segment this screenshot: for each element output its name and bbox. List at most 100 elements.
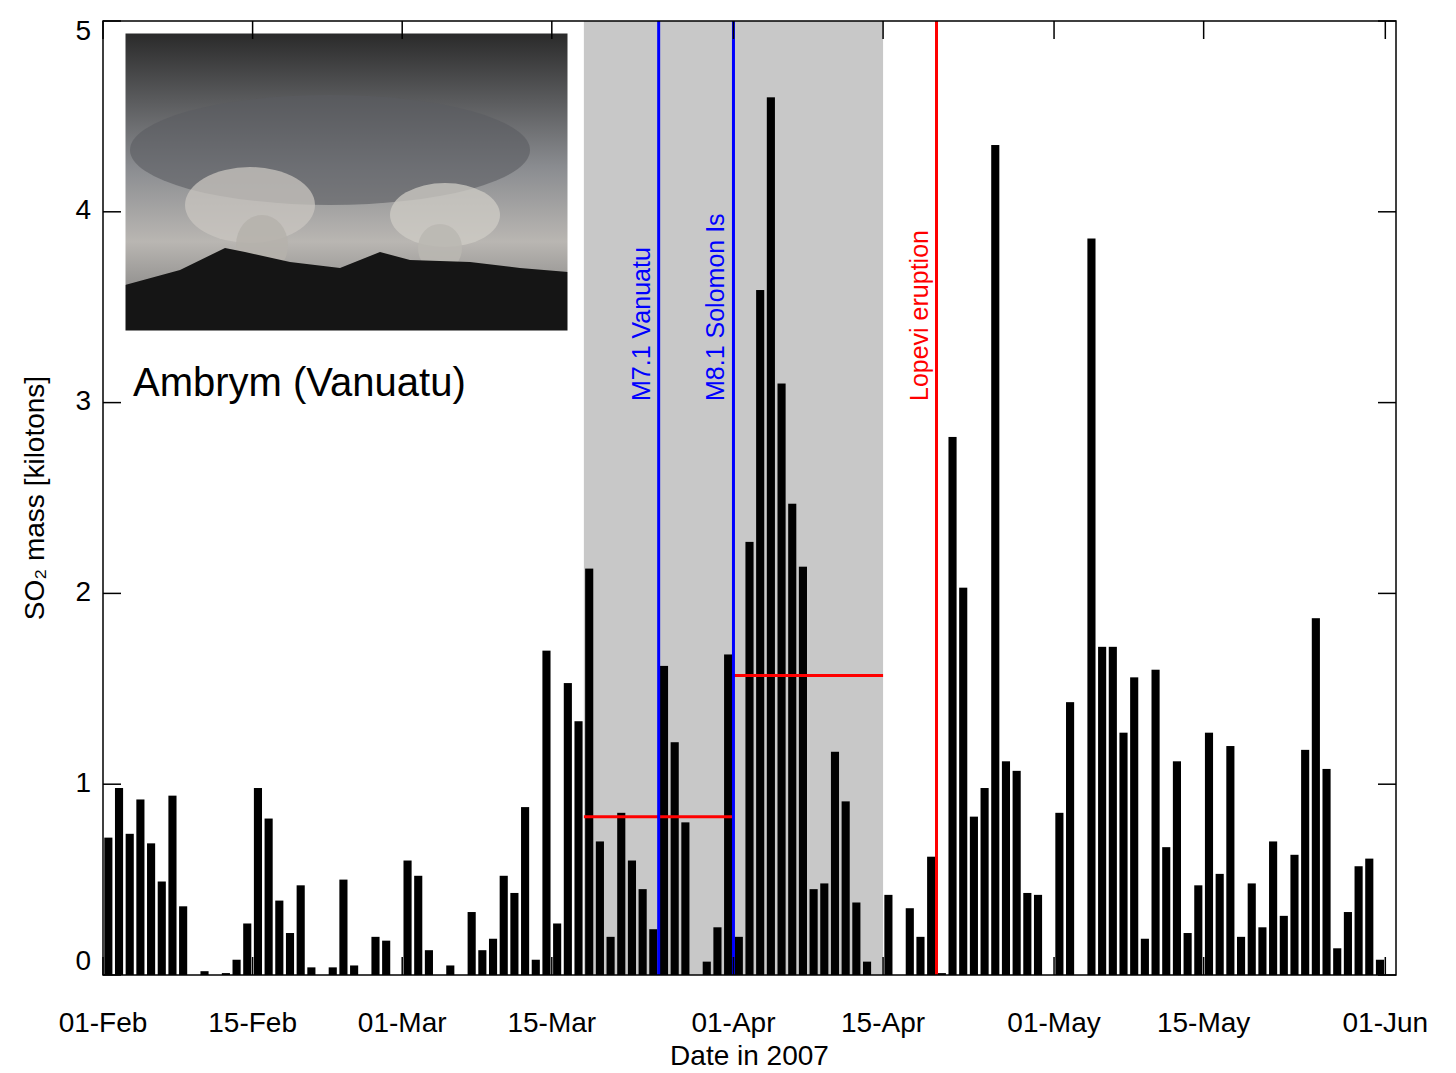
bar (1258, 927, 1266, 975)
bar (1355, 866, 1363, 975)
y-tick-label: 4 (75, 194, 91, 225)
bar (1098, 647, 1106, 975)
x-tick (551, 21, 553, 39)
y-tick (103, 593, 121, 595)
x-tick-label: 15-Mar (507, 1007, 596, 1038)
bar (275, 901, 283, 975)
event-label: M8.1 Solomon Is (701, 213, 729, 401)
bar (1333, 948, 1341, 975)
bar (126, 834, 134, 975)
bar (703, 962, 711, 975)
y-tick-label: 2 (75, 576, 91, 607)
x-tick (252, 957, 254, 975)
inset-label: Ambrym (Vanuatu) (133, 360, 466, 404)
x-tick (1053, 21, 1055, 39)
x-tick (551, 957, 553, 975)
y-axis-title: SO₂ mass [kilotons] (19, 376, 50, 620)
bar (788, 504, 796, 975)
bar (382, 941, 390, 975)
bar (254, 788, 262, 975)
bar (1216, 874, 1224, 975)
bar (810, 889, 818, 975)
bar (1248, 883, 1256, 975)
x-tick-label: 01-May (1007, 1007, 1100, 1038)
bar (136, 799, 144, 975)
bar (948, 437, 956, 975)
y-tick (1378, 20, 1396, 22)
event-label: Lopevi eruption (905, 230, 933, 401)
bar (596, 841, 604, 975)
bar (1237, 937, 1245, 975)
bar (1087, 239, 1095, 975)
bar (713, 927, 721, 975)
bar (297, 885, 305, 975)
x-tick (733, 957, 735, 975)
x-tick-label: 01-Feb (59, 1007, 148, 1038)
y-tick (103, 211, 121, 213)
bar (233, 960, 241, 975)
bar (1194, 885, 1202, 975)
bar (724, 654, 732, 975)
bar (414, 876, 422, 975)
x-tick (401, 21, 403, 39)
bar (1119, 733, 1127, 975)
bar (607, 937, 615, 975)
bar (745, 542, 753, 975)
bar (371, 937, 379, 975)
bar (863, 962, 871, 975)
bar (446, 965, 454, 975)
event-line (935, 21, 938, 975)
bar (403, 861, 411, 975)
bar (660, 666, 668, 975)
bar (628, 861, 636, 975)
bar (286, 933, 294, 975)
plot-area (104, 21, 1384, 975)
bar (478, 950, 486, 975)
bar (104, 838, 112, 975)
bar (147, 843, 155, 975)
bar (970, 817, 978, 975)
bar (681, 822, 689, 975)
bar (542, 651, 550, 975)
bar (777, 384, 785, 975)
y-tick-label: 0 (75, 945, 91, 976)
bar (852, 902, 860, 975)
x-tick (882, 957, 884, 975)
y-tick (1378, 974, 1396, 976)
bar (1269, 841, 1277, 975)
bar (1023, 893, 1031, 975)
x-tick (882, 21, 884, 39)
y-tick-label: 1 (75, 767, 91, 798)
bar (1312, 618, 1320, 975)
bar (1173, 761, 1181, 975)
bar (585, 569, 593, 975)
x-tick (1203, 21, 1205, 39)
x-tick (102, 957, 104, 975)
y-tick-label: 3 (75, 385, 91, 416)
bar (617, 813, 625, 975)
bar (179, 906, 187, 975)
y-tick (1378, 402, 1396, 404)
x-tick-label: 01-Jun (1343, 1007, 1429, 1038)
bar (735, 937, 743, 975)
bar (1109, 647, 1117, 975)
bar (1322, 769, 1330, 975)
bar (1034, 895, 1042, 975)
bar (927, 857, 935, 975)
bar (1002, 761, 1010, 975)
x-tick-label: 15-Feb (208, 1007, 297, 1038)
bar (884, 895, 892, 975)
bar (1280, 916, 1288, 975)
y-tick (1378, 211, 1396, 213)
bar (916, 937, 924, 975)
bar (425, 950, 433, 975)
bar (767, 97, 775, 975)
y-tick (103, 974, 121, 976)
bar (959, 588, 967, 975)
bar (1066, 702, 1074, 975)
photo-sky (125, 33, 568, 331)
bar (799, 567, 807, 975)
bar (168, 796, 176, 975)
bar (489, 939, 497, 975)
inset-photo (125, 33, 568, 331)
